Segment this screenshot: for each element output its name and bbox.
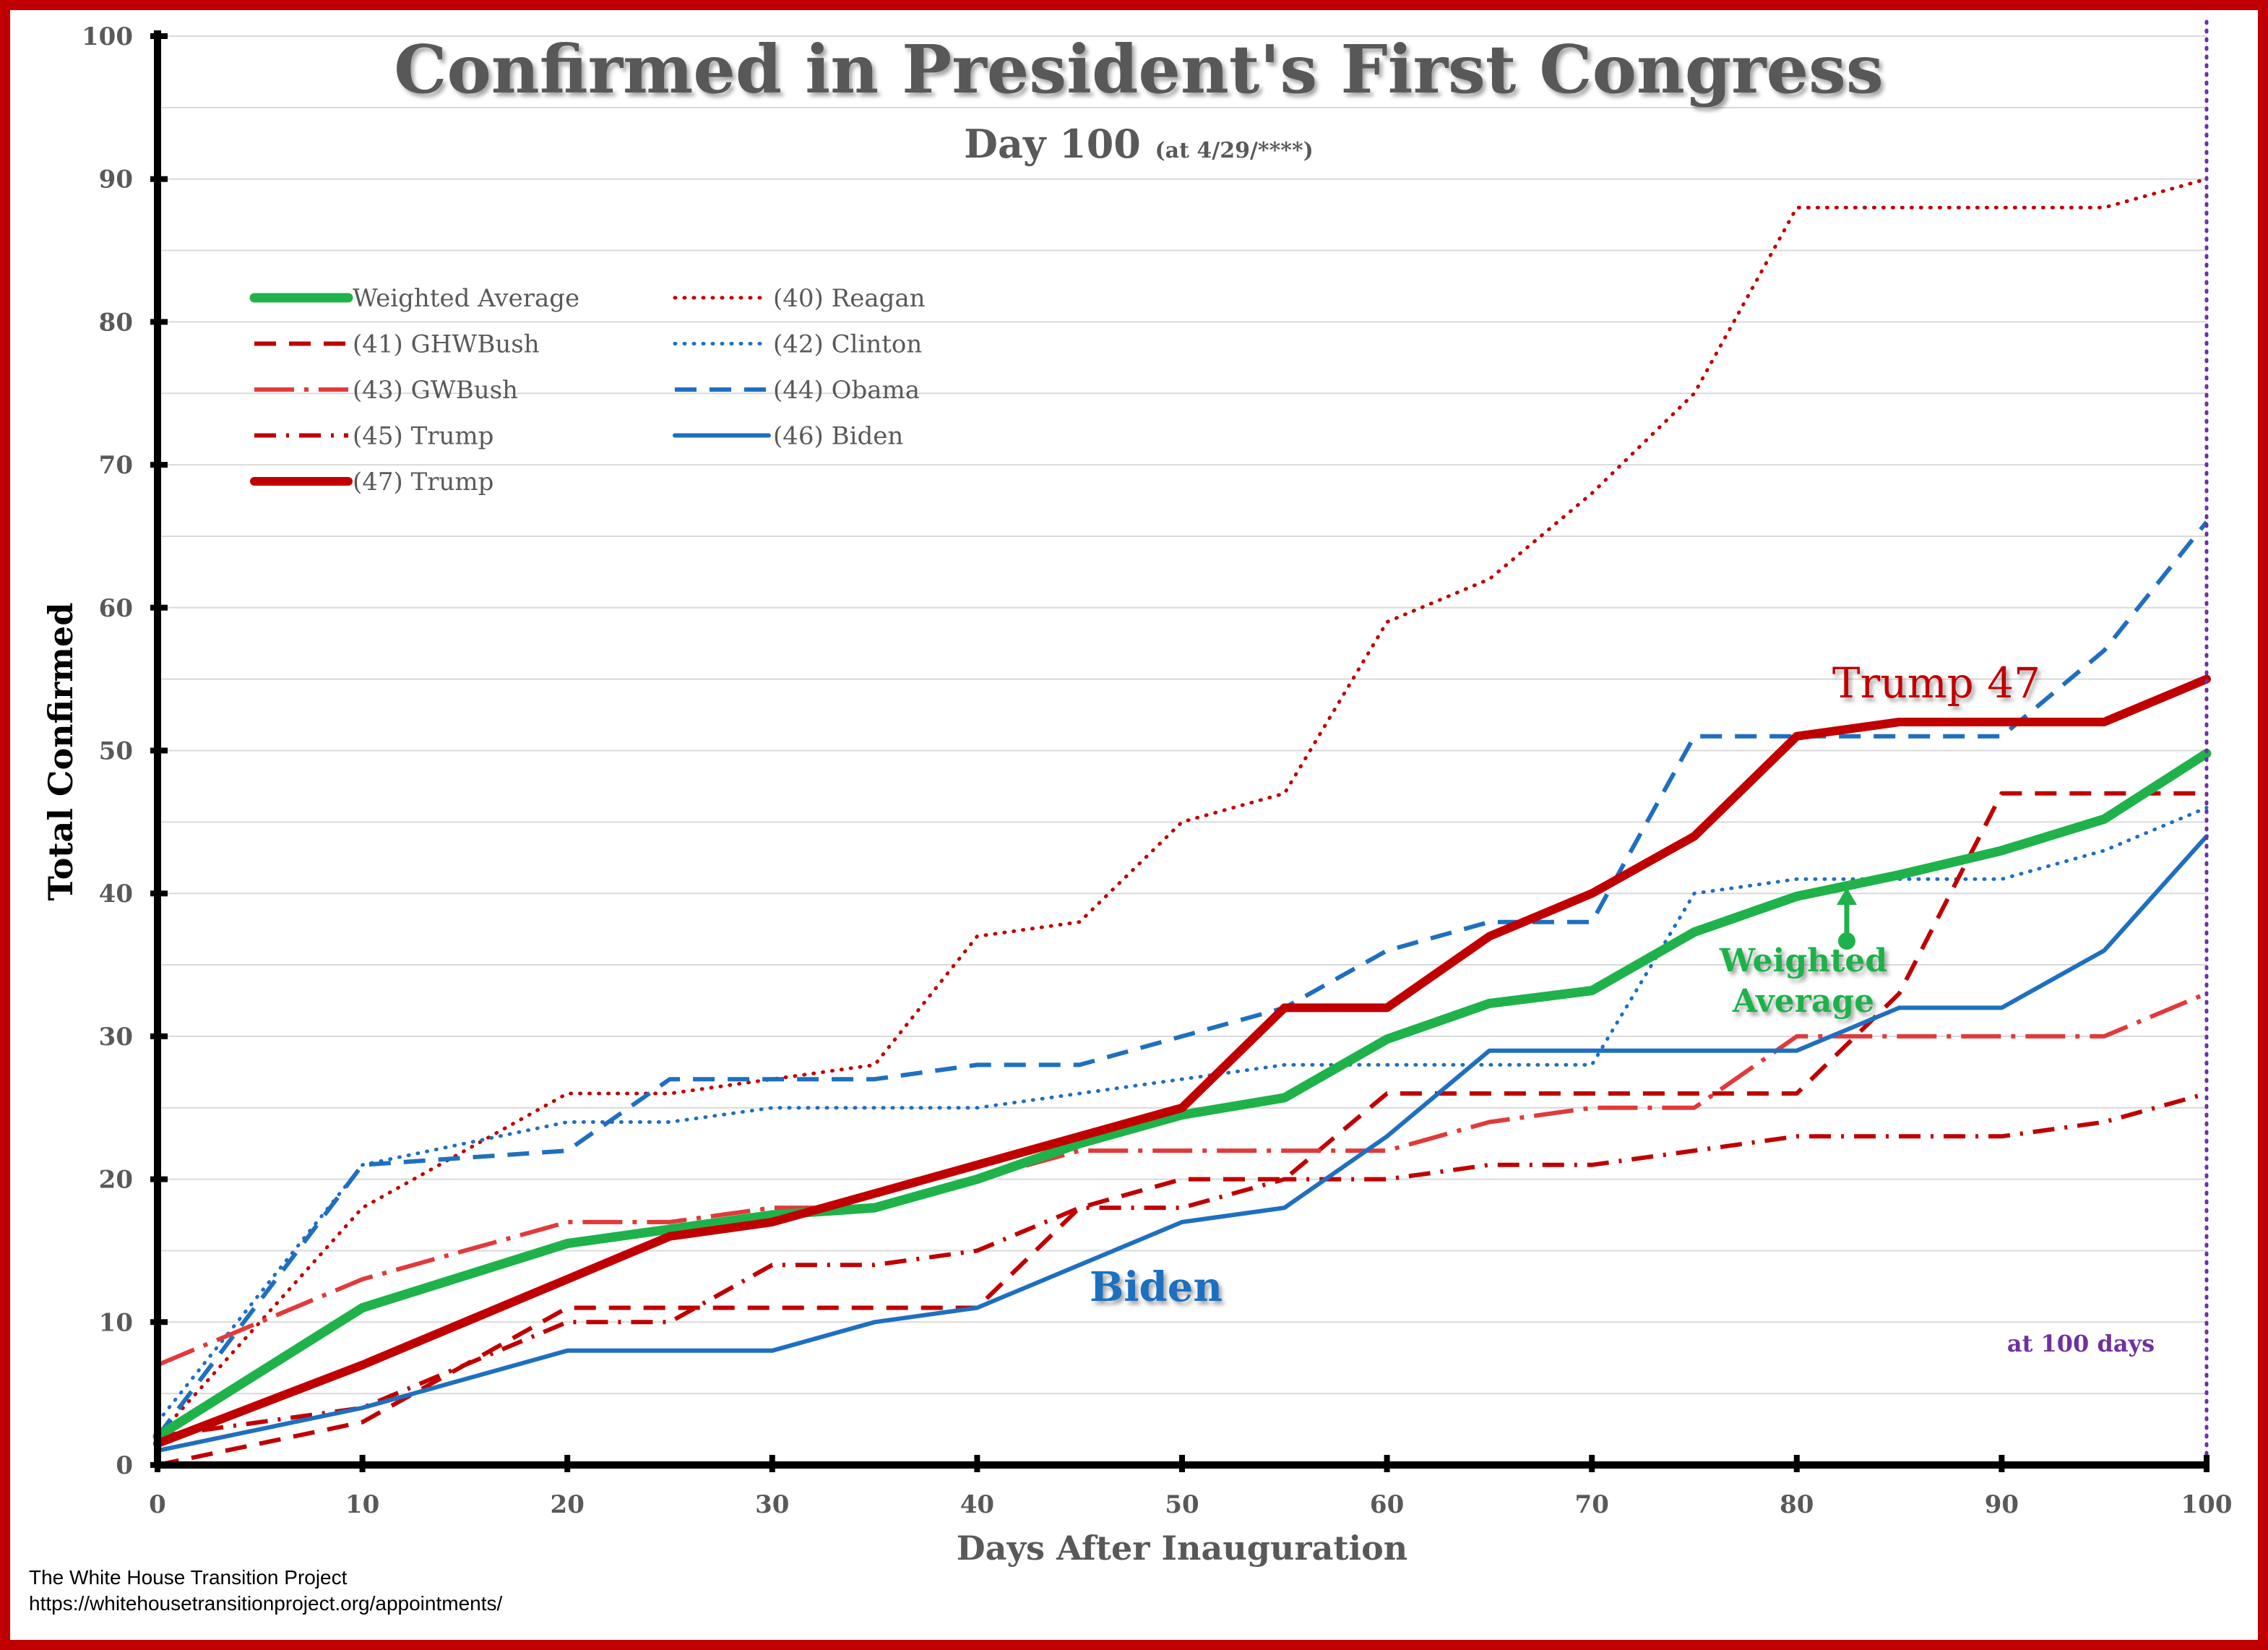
series-line-47-trump xyxy=(153,674,2211,1448)
series-line-weighted-average xyxy=(152,749,2212,1441)
x-tick-label: 40 xyxy=(960,1490,994,1519)
legend-label-43-gwbush: (43) GWBush xyxy=(353,376,518,405)
axes xyxy=(150,30,2209,1472)
chart-title: Confirmed in President's First Congress xyxy=(394,30,1884,108)
series-line-46-biden xyxy=(155,834,2209,1453)
legend-label-44-obama: (44) Obama xyxy=(773,376,920,405)
weighted-label-line1: Weighted xyxy=(1719,942,1887,979)
weighted-arrow-head xyxy=(1837,888,1857,905)
x-axis-label: Days After Inauguration xyxy=(957,1529,1407,1568)
gridlines xyxy=(158,35,2207,1395)
legend-label-41-ghwbush: (41) GHWBush xyxy=(353,330,540,359)
series-line-45-trump xyxy=(157,1091,2207,1439)
y-tick-label: 100 xyxy=(82,22,133,51)
vline-label: at 100 days xyxy=(2007,1330,2155,1357)
legend-label-weighted-average: Weighted Average xyxy=(353,284,579,313)
y-tick-label: 40 xyxy=(99,880,133,908)
series-line-41-ghwbush xyxy=(157,791,2207,1467)
series-line-43-gwbush xyxy=(156,991,2208,1367)
y-tick-label: 20 xyxy=(99,1166,133,1195)
x-tick-label: 100 xyxy=(2181,1490,2233,1519)
y-tick-label: 30 xyxy=(99,1023,133,1052)
x-tick-label: 60 xyxy=(1370,1490,1404,1519)
x-tick-label: 20 xyxy=(551,1490,585,1519)
tick-labels: 0 10 20 30 40 50 60 70 80 90 100 0 10 20 30 40 50 60 70 80 9… xyxy=(82,22,2232,1519)
source-line2: https://whitehousetransitionproject.org/… xyxy=(29,1592,502,1615)
legend-label-42-clinton: (42) Clinton xyxy=(773,330,922,359)
series-lines xyxy=(152,20,2212,1467)
legend-label-45-trump: (45) Trump xyxy=(353,422,493,451)
y-tick-label: 60 xyxy=(99,594,133,623)
weighted-label-line2: Average xyxy=(1732,983,1874,1020)
x-tick-label: 10 xyxy=(345,1490,379,1519)
y-axis-label: Total Confirmed xyxy=(41,603,80,901)
source-line1: The White House Transition Project xyxy=(29,1566,348,1589)
x-tick-label: 80 xyxy=(1780,1490,1814,1519)
chart-subtitle: Day 100 (at 4/29/****) xyxy=(964,121,1314,167)
annotation-weighted-average: Weighted Average xyxy=(1719,888,1887,1020)
x-tick-label: 0 xyxy=(149,1490,166,1519)
y-tick-label: 80 xyxy=(99,308,133,337)
weighted-arrow-dot xyxy=(1838,932,1855,950)
legend-label-47-trump: (47) Trump xyxy=(353,468,493,497)
x-tick-label: 70 xyxy=(1575,1490,1609,1519)
x-tick-label: 50 xyxy=(1165,1490,1199,1519)
legend-label-40-reagan: (40) Reagan xyxy=(773,284,926,313)
x-tick-label: 90 xyxy=(1985,1490,2019,1519)
legend-label-46-biden: (46) Biden xyxy=(773,422,903,451)
y-tick-label: 70 xyxy=(99,451,133,480)
annotation-trump47: Trump 47 xyxy=(1832,658,2040,708)
x-tick-label: 30 xyxy=(755,1490,789,1519)
y-tick-label: 50 xyxy=(99,737,133,766)
legend: Weighted Average (41) GHWBush (43) GWBush (… xyxy=(249,284,926,497)
y-tick-label: 90 xyxy=(99,166,133,194)
subtitle-note: (at 4/29/****) xyxy=(1155,138,1313,163)
series-line-40-reagan xyxy=(155,177,2209,1438)
y-tick-label: 0 xyxy=(116,1451,133,1480)
subtitle-main: Day 100 xyxy=(964,121,1141,167)
annotation-biden: Biden xyxy=(1090,1263,1223,1311)
y-tick-label: 10 xyxy=(99,1308,133,1337)
